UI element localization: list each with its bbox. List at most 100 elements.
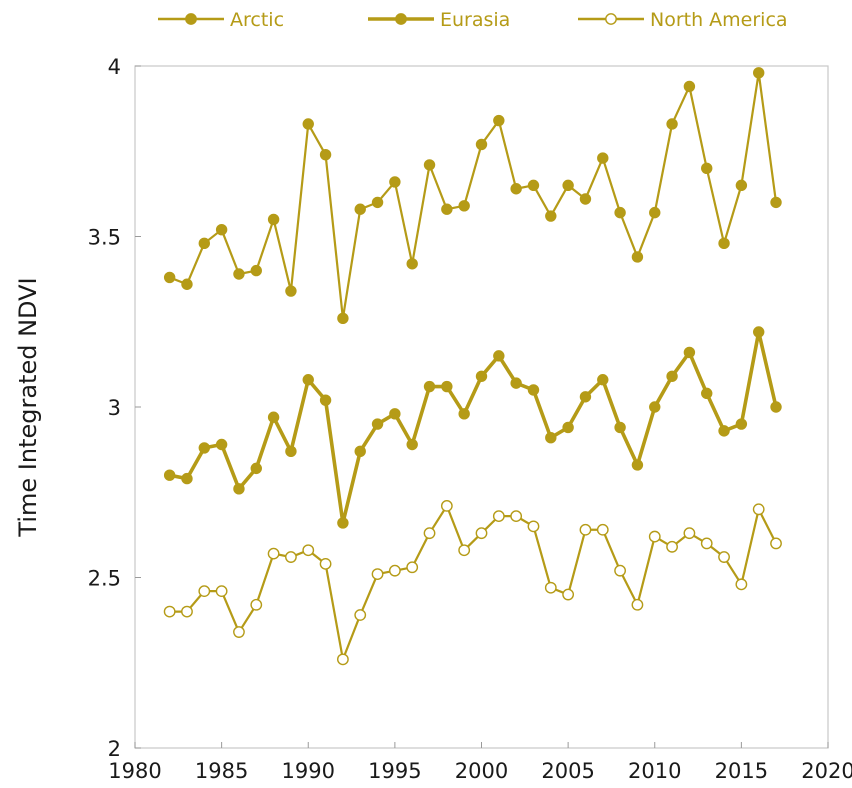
legend-label: North America — [650, 9, 788, 31]
legend-marker — [395, 13, 407, 25]
data-point — [770, 401, 782, 413]
chart-legend: Arctic Eurasia North America — [158, 9, 788, 31]
data-point — [527, 384, 540, 396]
data-point — [337, 517, 349, 529]
data-point — [163, 469, 176, 481]
data-point — [718, 551, 730, 563]
data-point — [649, 206, 661, 219]
data-point — [233, 268, 245, 280]
legend-label: Eurasia — [440, 9, 510, 31]
data-point — [700, 537, 713, 550]
data-point — [371, 568, 384, 580]
data-point — [545, 431, 557, 444]
data-point — [215, 223, 228, 236]
series-line — [169, 71, 778, 320]
y-tick-label: 3.5 — [88, 226, 121, 250]
series-arctic — [163, 67, 782, 325]
axis-ticks: 1980 1985 1990 1995 2000 2005 2010 2015 2020 2 2.5… — [88, 55, 852, 783]
data-point — [440, 499, 453, 512]
data-point — [198, 237, 211, 250]
data-point — [579, 391, 592, 403]
data-point — [371, 196, 384, 209]
data-point — [406, 258, 418, 270]
x-tick-label: 1985 — [195, 759, 248, 783]
data-point — [666, 540, 678, 553]
series-eurasia — [163, 326, 782, 529]
data-point — [389, 176, 401, 188]
data-point — [579, 193, 592, 205]
data-point — [250, 264, 262, 277]
data-point — [701, 387, 713, 400]
data-point — [648, 530, 661, 543]
data-point — [285, 551, 297, 563]
data-point — [510, 377, 522, 389]
legend-item-arctic: Arctic — [158, 9, 284, 31]
data-point — [423, 159, 436, 171]
data-point — [631, 598, 644, 611]
data-point — [406, 561, 419, 574]
data-point — [319, 394, 332, 406]
data-point — [475, 138, 488, 151]
data-point — [250, 462, 262, 475]
x-tick-label: 2015 — [715, 759, 768, 783]
x-tick-label: 2005 — [541, 759, 594, 783]
legend-item-eurasia: Eurasia — [368, 9, 510, 31]
y-tick-label: 3 — [108, 396, 121, 420]
series-layer — [163, 67, 782, 666]
data-point — [163, 605, 176, 618]
legend-label: Arctic — [230, 9, 284, 31]
data-point — [423, 380, 436, 393]
data-point — [337, 312, 349, 325]
data-point — [267, 213, 280, 226]
data-point — [510, 183, 522, 195]
data-point — [267, 411, 280, 423]
data-point — [458, 544, 471, 557]
y-axis-title: Time Integrated NDVI — [14, 277, 42, 537]
data-point — [493, 350, 505, 362]
data-point — [181, 472, 193, 485]
data-point — [302, 544, 315, 557]
data-point — [389, 408, 401, 420]
data-point — [510, 510, 523, 523]
data-point — [319, 148, 332, 161]
data-point — [302, 374, 314, 386]
data-point — [597, 374, 609, 386]
data-point — [753, 326, 765, 338]
data-point — [354, 609, 367, 621]
x-tick-label: 1990 — [282, 759, 335, 783]
data-point — [181, 278, 193, 290]
data-point — [770, 537, 782, 550]
data-point — [406, 438, 418, 451]
data-point — [233, 483, 245, 495]
data-point — [683, 527, 696, 540]
data-point — [527, 520, 540, 533]
y-tick-label: 4 — [108, 55, 121, 79]
data-point — [423, 527, 436, 540]
data-point — [614, 206, 626, 219]
data-point — [527, 179, 540, 192]
y-tick-label: 2.5 — [88, 567, 121, 591]
series-north-america — [163, 499, 782, 666]
data-point — [753, 67, 765, 79]
data-point — [285, 445, 297, 458]
data-point — [631, 459, 644, 471]
data-point — [458, 408, 470, 420]
series-line — [169, 504, 778, 661]
data-point — [649, 401, 661, 413]
data-point — [718, 425, 730, 437]
legend-item-north-america: North America — [578, 9, 788, 31]
legend-marker — [185, 13, 197, 25]
data-point — [735, 418, 748, 430]
data-point — [562, 421, 574, 434]
data-point — [336, 653, 349, 666]
data-point — [752, 503, 765, 516]
data-point — [198, 585, 211, 598]
data-point — [544, 581, 557, 594]
series-line — [169, 330, 778, 525]
data-point — [562, 179, 574, 192]
data-point — [371, 418, 384, 430]
data-point — [319, 557, 332, 570]
data-point — [562, 588, 575, 601]
data-point — [701, 162, 713, 175]
